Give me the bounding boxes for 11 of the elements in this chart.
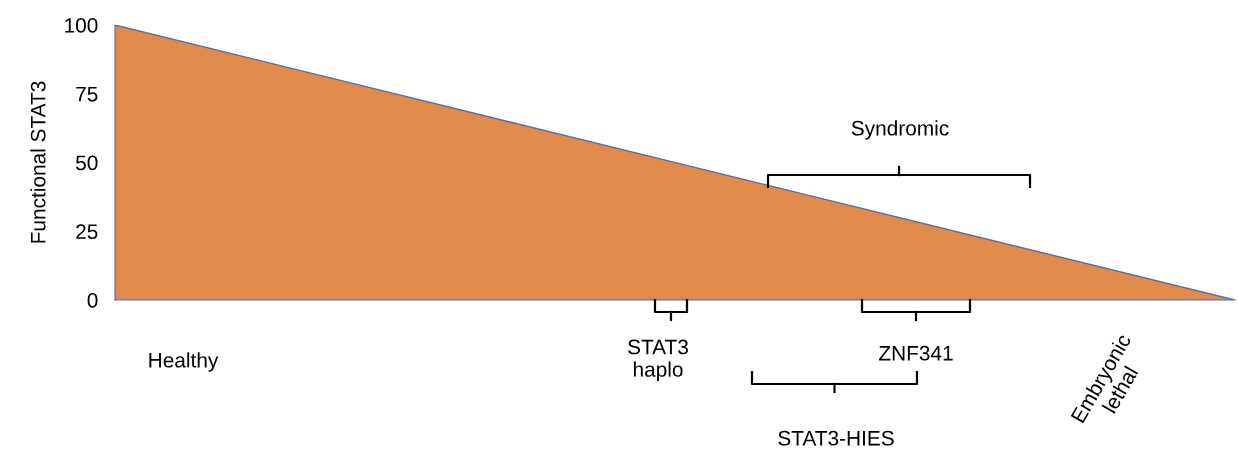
y-tick-label: 50 [76,155,98,171]
y-tick-label: 0 [87,293,98,308]
text: STAT3 haplo [628,339,688,381]
text: Healthy [149,352,219,372]
text: ZNF341 [879,345,953,361]
y-tick-label: 25 [76,224,98,239]
y-tick-label: 100 [65,18,98,33]
y-tick-label: 75 [76,86,98,102]
y-axis-title: Functional STAT3 [30,81,46,243]
annotation: Syndromic [851,120,949,140]
text: STAT3-HIES [778,430,894,446]
